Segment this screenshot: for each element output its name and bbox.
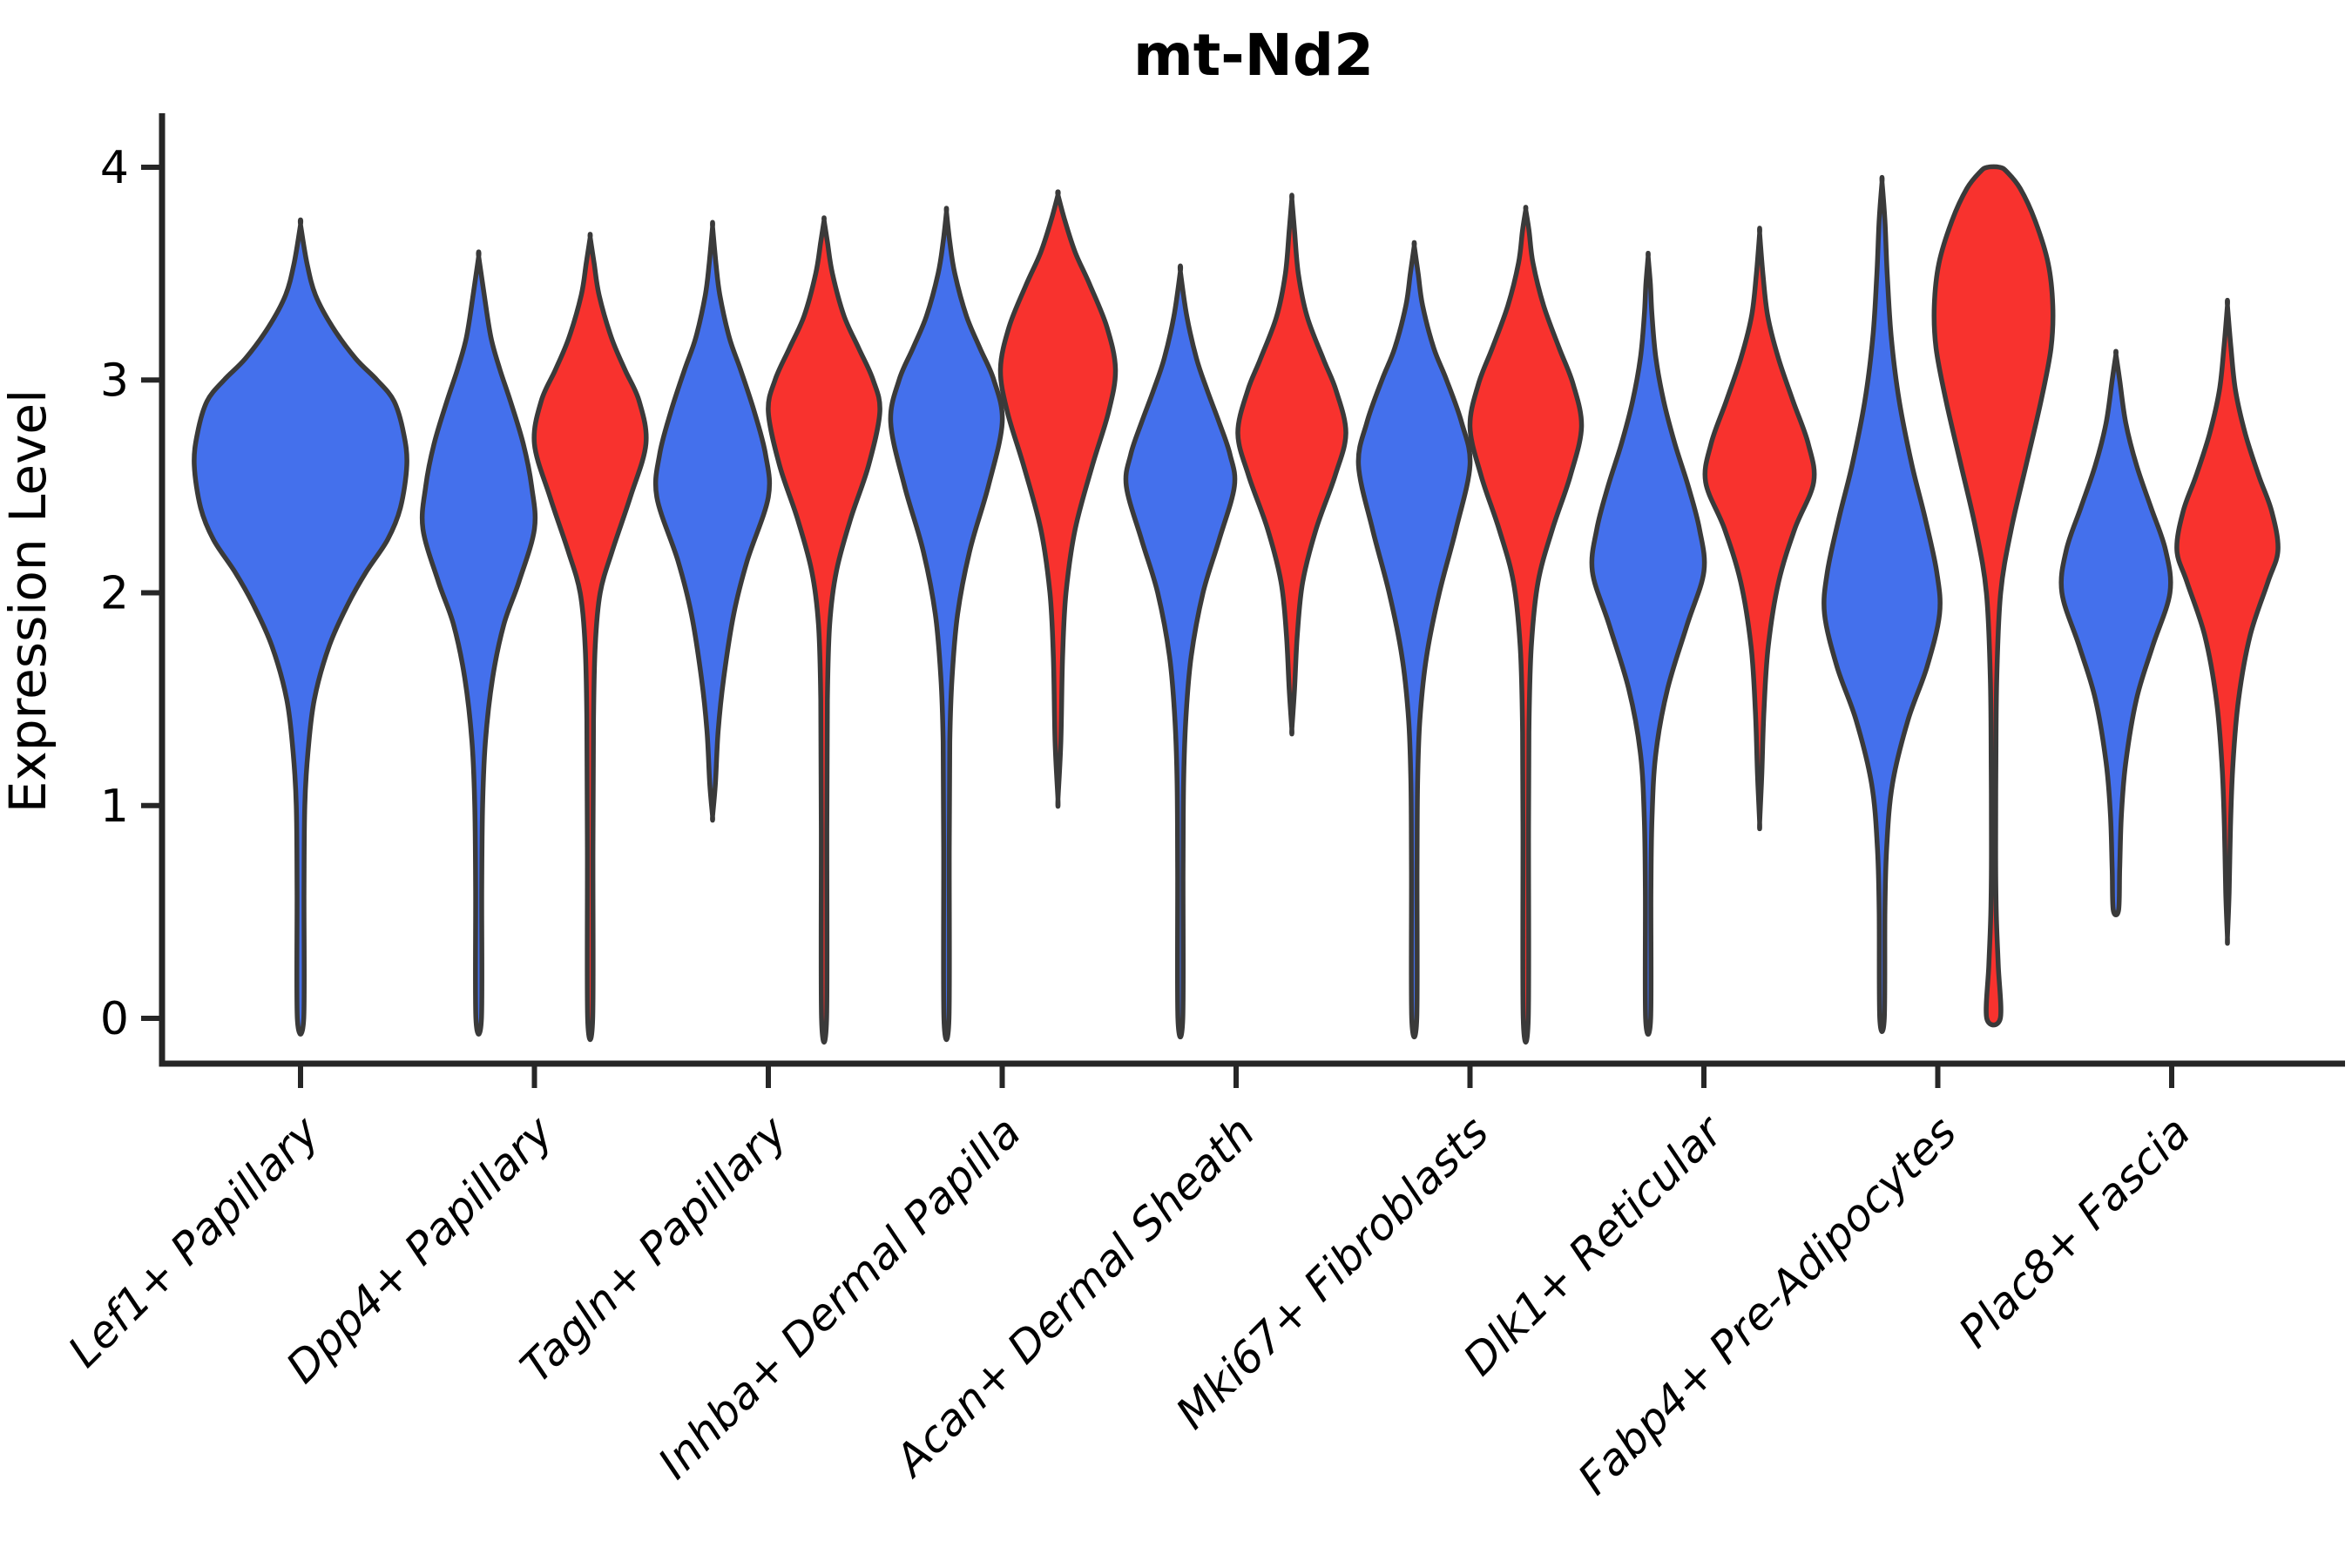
y-tick-labels: 0 1 2 3 4: [100, 142, 162, 1045]
violin-fabp4-pre-adipocytes-red: [1931, 164, 2056, 1028]
violin-inhba-dermal-papilla-blue: [888, 206, 1005, 1042]
violin-mki67-fibroblasts-blue: [1355, 240, 1473, 1040]
violin-dpp4-papillary-red: [531, 232, 649, 1042]
y-tick-label: 4: [100, 142, 129, 194]
violin-inhba-dermal-papilla-red: [997, 189, 1119, 809]
violin-tagln-papillary-blue: [652, 220, 773, 823]
violin-fabp4-pre-adipocytes-blue: [1821, 174, 1943, 1035]
violin-plac8-fascia-blue: [2058, 348, 2173, 917]
violin-acan-dermal-sheath-blue: [1123, 263, 1238, 1040]
y-tick-label: 3: [100, 355, 129, 407]
axis-spines: [159, 113, 2345, 1067]
violin-acan-dermal-sheath-red: [1235, 193, 1348, 737]
violin-tagln-papillary-red: [766, 215, 882, 1044]
violin-dlk1-reticular-red: [1702, 226, 1817, 832]
y-tick-label: 1: [100, 781, 129, 833]
violin-dpp4-papillary-blue: [419, 249, 538, 1037]
chart-title: mt-Nd2: [1133, 22, 1374, 89]
axes: [159, 113, 2345, 1067]
y-tick-label: 2: [100, 568, 129, 620]
violin-plac8-fascia-red: [2174, 297, 2281, 946]
violin-mki67-fibroblasts-red: [1467, 205, 1585, 1044]
violin-dlk1-reticular-blue: [1589, 250, 1707, 1037]
y-axis-label: Expression Level: [0, 389, 57, 813]
violin-lef1-papillary-blue: [192, 217, 409, 1037]
violins-layer: [192, 164, 2281, 1044]
y-tick-label: 0: [100, 993, 129, 1045]
